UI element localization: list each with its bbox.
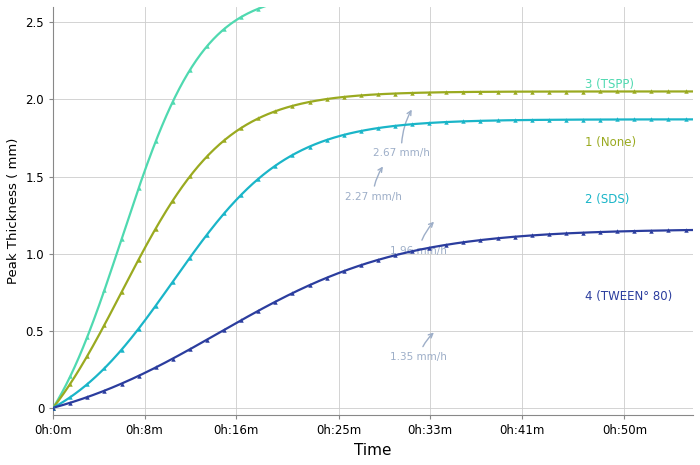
Text: 1.35 mm/h: 1.35 mm/h [390,333,447,362]
Text: 2.27 mm/h: 2.27 mm/h [344,168,401,201]
Text: 4 (TWEEN° 80): 4 (TWEEN° 80) [584,290,672,303]
Text: 2 (SDS): 2 (SDS) [584,193,629,206]
Y-axis label: Peak Thickness ( mm): Peak Thickness ( mm) [7,138,20,285]
Text: 2.67 mm/h: 2.67 mm/h [373,111,430,159]
Text: 1 (None): 1 (None) [584,136,636,149]
Text: 1.96 mm/h: 1.96 mm/h [390,223,447,256]
X-axis label: Time: Time [354,443,392,458]
Text: 3 (TSPP): 3 (TSPP) [584,78,634,91]
